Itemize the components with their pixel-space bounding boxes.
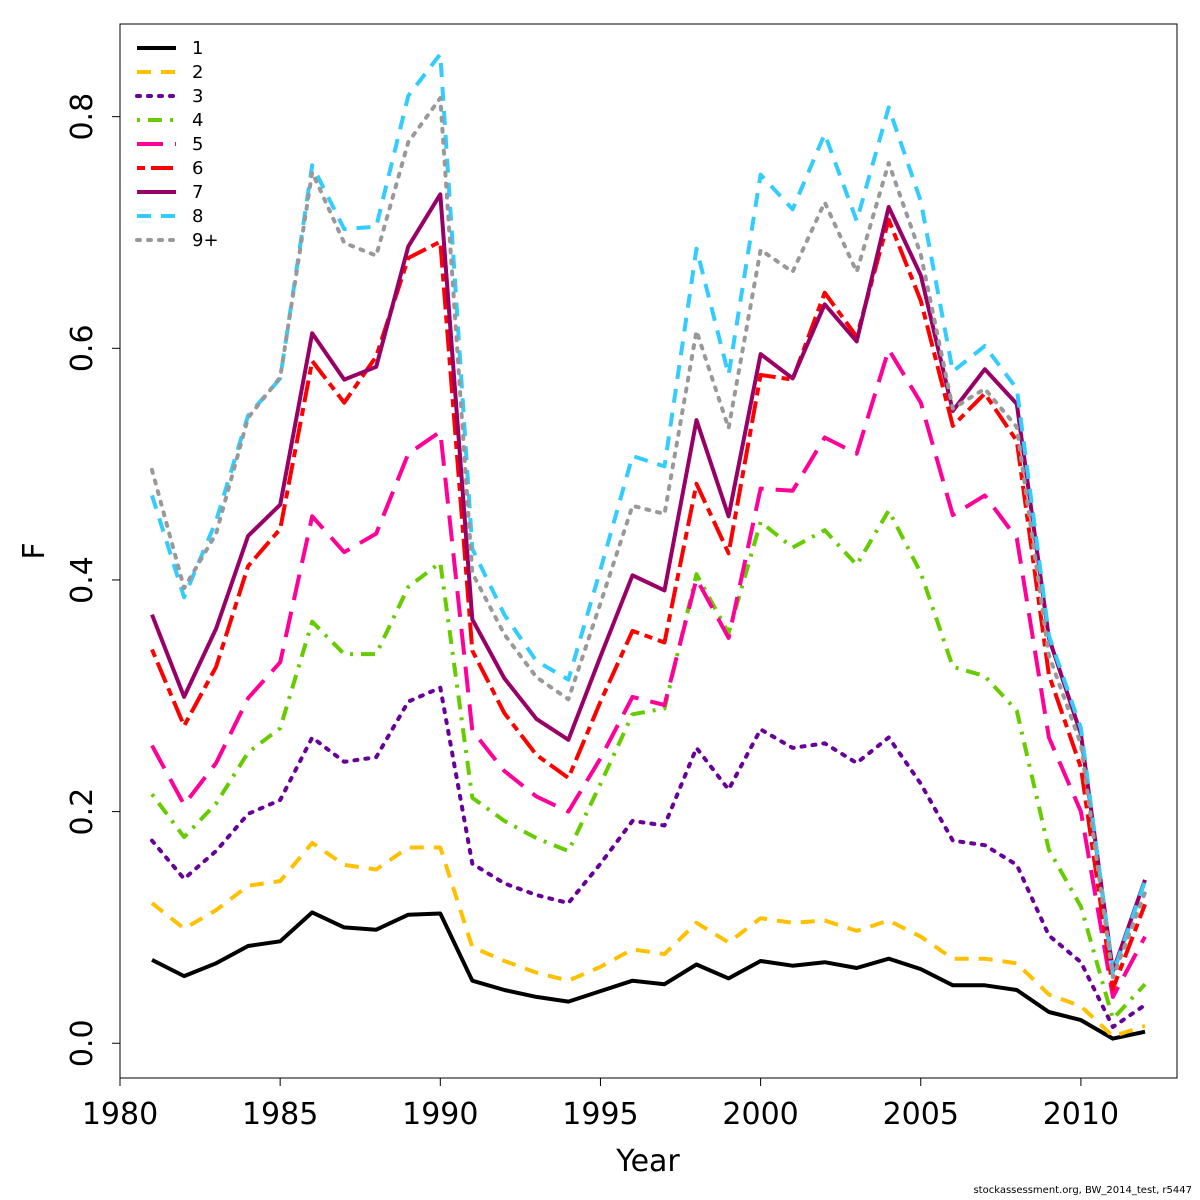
series-line-8 [150, 52, 1147, 976]
x-tick-label: 1990 [402, 1097, 478, 1132]
legend-label-6: 6 [192, 158, 203, 179]
legend: 1 2 3 4 5 6 7 8 9+ [135, 38, 219, 251]
legend-label-5: 5 [192, 134, 203, 155]
series-line-2 [150, 840, 1146, 1039]
series-line-7 [150, 192, 1147, 974]
x-axis-title: Year [615, 1144, 680, 1179]
legend-label-1: 1 [192, 38, 203, 59]
legend-label-2: 2 [192, 62, 203, 83]
x-tick-label: 2000 [722, 1097, 798, 1132]
x-tick-label: 2010 [1043, 1097, 1119, 1132]
y-axis-title: F [17, 542, 52, 559]
series-layer [150, 52, 1147, 1041]
legend-label-9: 9+ [192, 230, 219, 251]
x-tick-label: 1980 [82, 1097, 158, 1132]
legend-label-4: 4 [192, 110, 203, 131]
series-line-1 [151, 910, 1146, 1041]
x-tick-label: 2005 [883, 1097, 959, 1132]
x-tick-label: 1985 [242, 1097, 318, 1132]
y-tick-label: 0.0 [65, 1019, 100, 1067]
series-line-3 [150, 685, 1147, 1029]
legend-label-7: 7 [192, 182, 203, 203]
y-tick-label: 0.4 [65, 556, 100, 604]
credit-footer: stockassessment.org, BW_2014_test, r5447 [973, 1185, 1192, 1196]
x-tick-label: 1995 [562, 1097, 638, 1132]
y-tick-label: 0.8 [65, 93, 100, 141]
legend-label-8: 8 [192, 206, 203, 227]
y-axis: 0.0 0.2 0.4 0.6 0.8 [65, 93, 121, 1067]
x-axis: 1980 1985 1990 1995 2000 2005 2010 [82, 1077, 1119, 1132]
series-line-9 [150, 96, 1147, 980]
y-tick-label: 0.2 [65, 788, 100, 836]
series-line-6 [150, 217, 1147, 991]
legend-label-3: 3 [192, 86, 203, 107]
series-line-5 [150, 347, 1147, 999]
y-tick-label: 0.6 [65, 324, 100, 372]
series-line-4 [150, 508, 1147, 1021]
